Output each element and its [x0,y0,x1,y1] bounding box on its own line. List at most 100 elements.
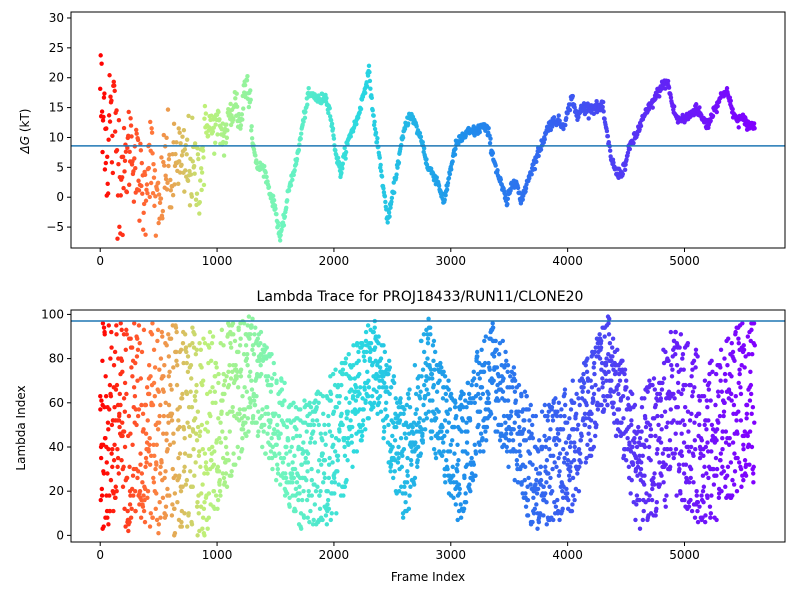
lambda-point [543,438,549,443]
lambda-point [133,508,138,514]
lambda-point [570,475,576,481]
delta-g-point [751,121,757,126]
lambda-point [179,519,184,525]
lambda-point [482,338,487,344]
lambda-point [254,420,259,425]
lambda-point [586,431,591,436]
lambda-point [169,418,175,423]
delta-g-point [697,105,702,110]
lambda-point [131,385,137,390]
delta-g-points [98,53,757,243]
lambda-point [511,427,516,432]
lambda-point [384,385,389,390]
delta-g-point [254,161,260,166]
lambda-point [197,340,202,346]
delta-g-point [273,206,278,211]
lambda-point [361,407,366,412]
delta-g-x-tick-label: 1000 [202,254,233,268]
lambda-point [430,429,435,434]
delta-g-point [140,191,145,196]
lambda-point [602,398,608,403]
lambda-point [461,405,466,410]
lambda-point [420,431,425,436]
lambda-point [444,429,450,434]
lambda-point [222,391,227,397]
lambda-point [120,484,126,489]
lambda-point [152,453,157,459]
lambda-point [243,343,249,348]
delta-g-point [101,95,107,100]
lambda-point [180,391,185,397]
delta-g-point [486,125,491,131]
lambda-point [216,416,221,421]
delta-g-point [116,162,121,167]
lambda-point [307,519,312,525]
lambda-point [105,515,110,520]
lambda-point [265,411,271,417]
delta-g-point [120,232,125,238]
lambda-point [287,495,292,501]
lambda-y-axis-label: Lambda Index [14,385,28,470]
lambda-point [705,449,711,454]
delta-g-point [109,160,115,165]
lambda-point [517,449,522,454]
lambda-point [356,349,361,355]
lambda-point [421,349,427,355]
delta-g-point [367,78,373,84]
lambda-point [272,371,277,377]
lambda-point [437,378,442,383]
lambda-point [161,374,166,379]
lambda-point [591,398,596,403]
lambda-point [218,420,223,425]
lambda-point [237,407,243,412]
lambda-point [185,420,190,425]
delta-g-point [708,118,713,123]
lambda-point [452,424,457,430]
lambda-point [613,369,618,375]
lambda-point [531,511,537,516]
lambda-point [328,398,334,403]
lambda-point [734,488,740,494]
delta-g-point [602,116,607,122]
lambda-point [326,475,332,481]
lambda-point [146,449,151,454]
delta-g-point [386,210,392,215]
lambda-point [245,351,250,357]
lambda-point [340,367,346,372]
lambda-point [231,451,236,456]
lambda-point [553,504,559,509]
lambda-point [415,458,420,463]
lambda-point [545,413,550,419]
lambda-point [673,447,679,452]
lambda-point [264,405,270,410]
lambda-point [508,413,514,419]
lambda-point [446,378,451,383]
lambda-point [740,321,745,326]
lambda-point [557,517,562,523]
lambda-point [494,347,499,352]
lambda-point [343,356,349,361]
lambda-point [562,391,567,397]
delta-g-point [183,168,188,173]
lambda-point [411,431,416,436]
lambda-point [193,431,199,436]
lambda-point [699,493,704,498]
lambda-point [557,438,562,443]
lambda-point [185,354,191,359]
lambda-point [482,360,488,366]
lambda-point [258,329,264,335]
delta-g-x-tick-label: 4000 [552,254,583,268]
lambda-point [229,473,234,478]
lambda-point [666,358,671,364]
lambda-point [320,451,325,456]
delta-g-point [449,167,454,172]
lambda-point [319,462,324,467]
lambda-point [216,469,222,474]
lambda-point [207,329,213,335]
lambda-point [600,380,606,386]
lambda-point [430,376,435,381]
lambda-point [302,398,307,403]
lambda-point [625,396,631,401]
lambda-point [494,365,500,370]
lambda-point [751,464,756,470]
